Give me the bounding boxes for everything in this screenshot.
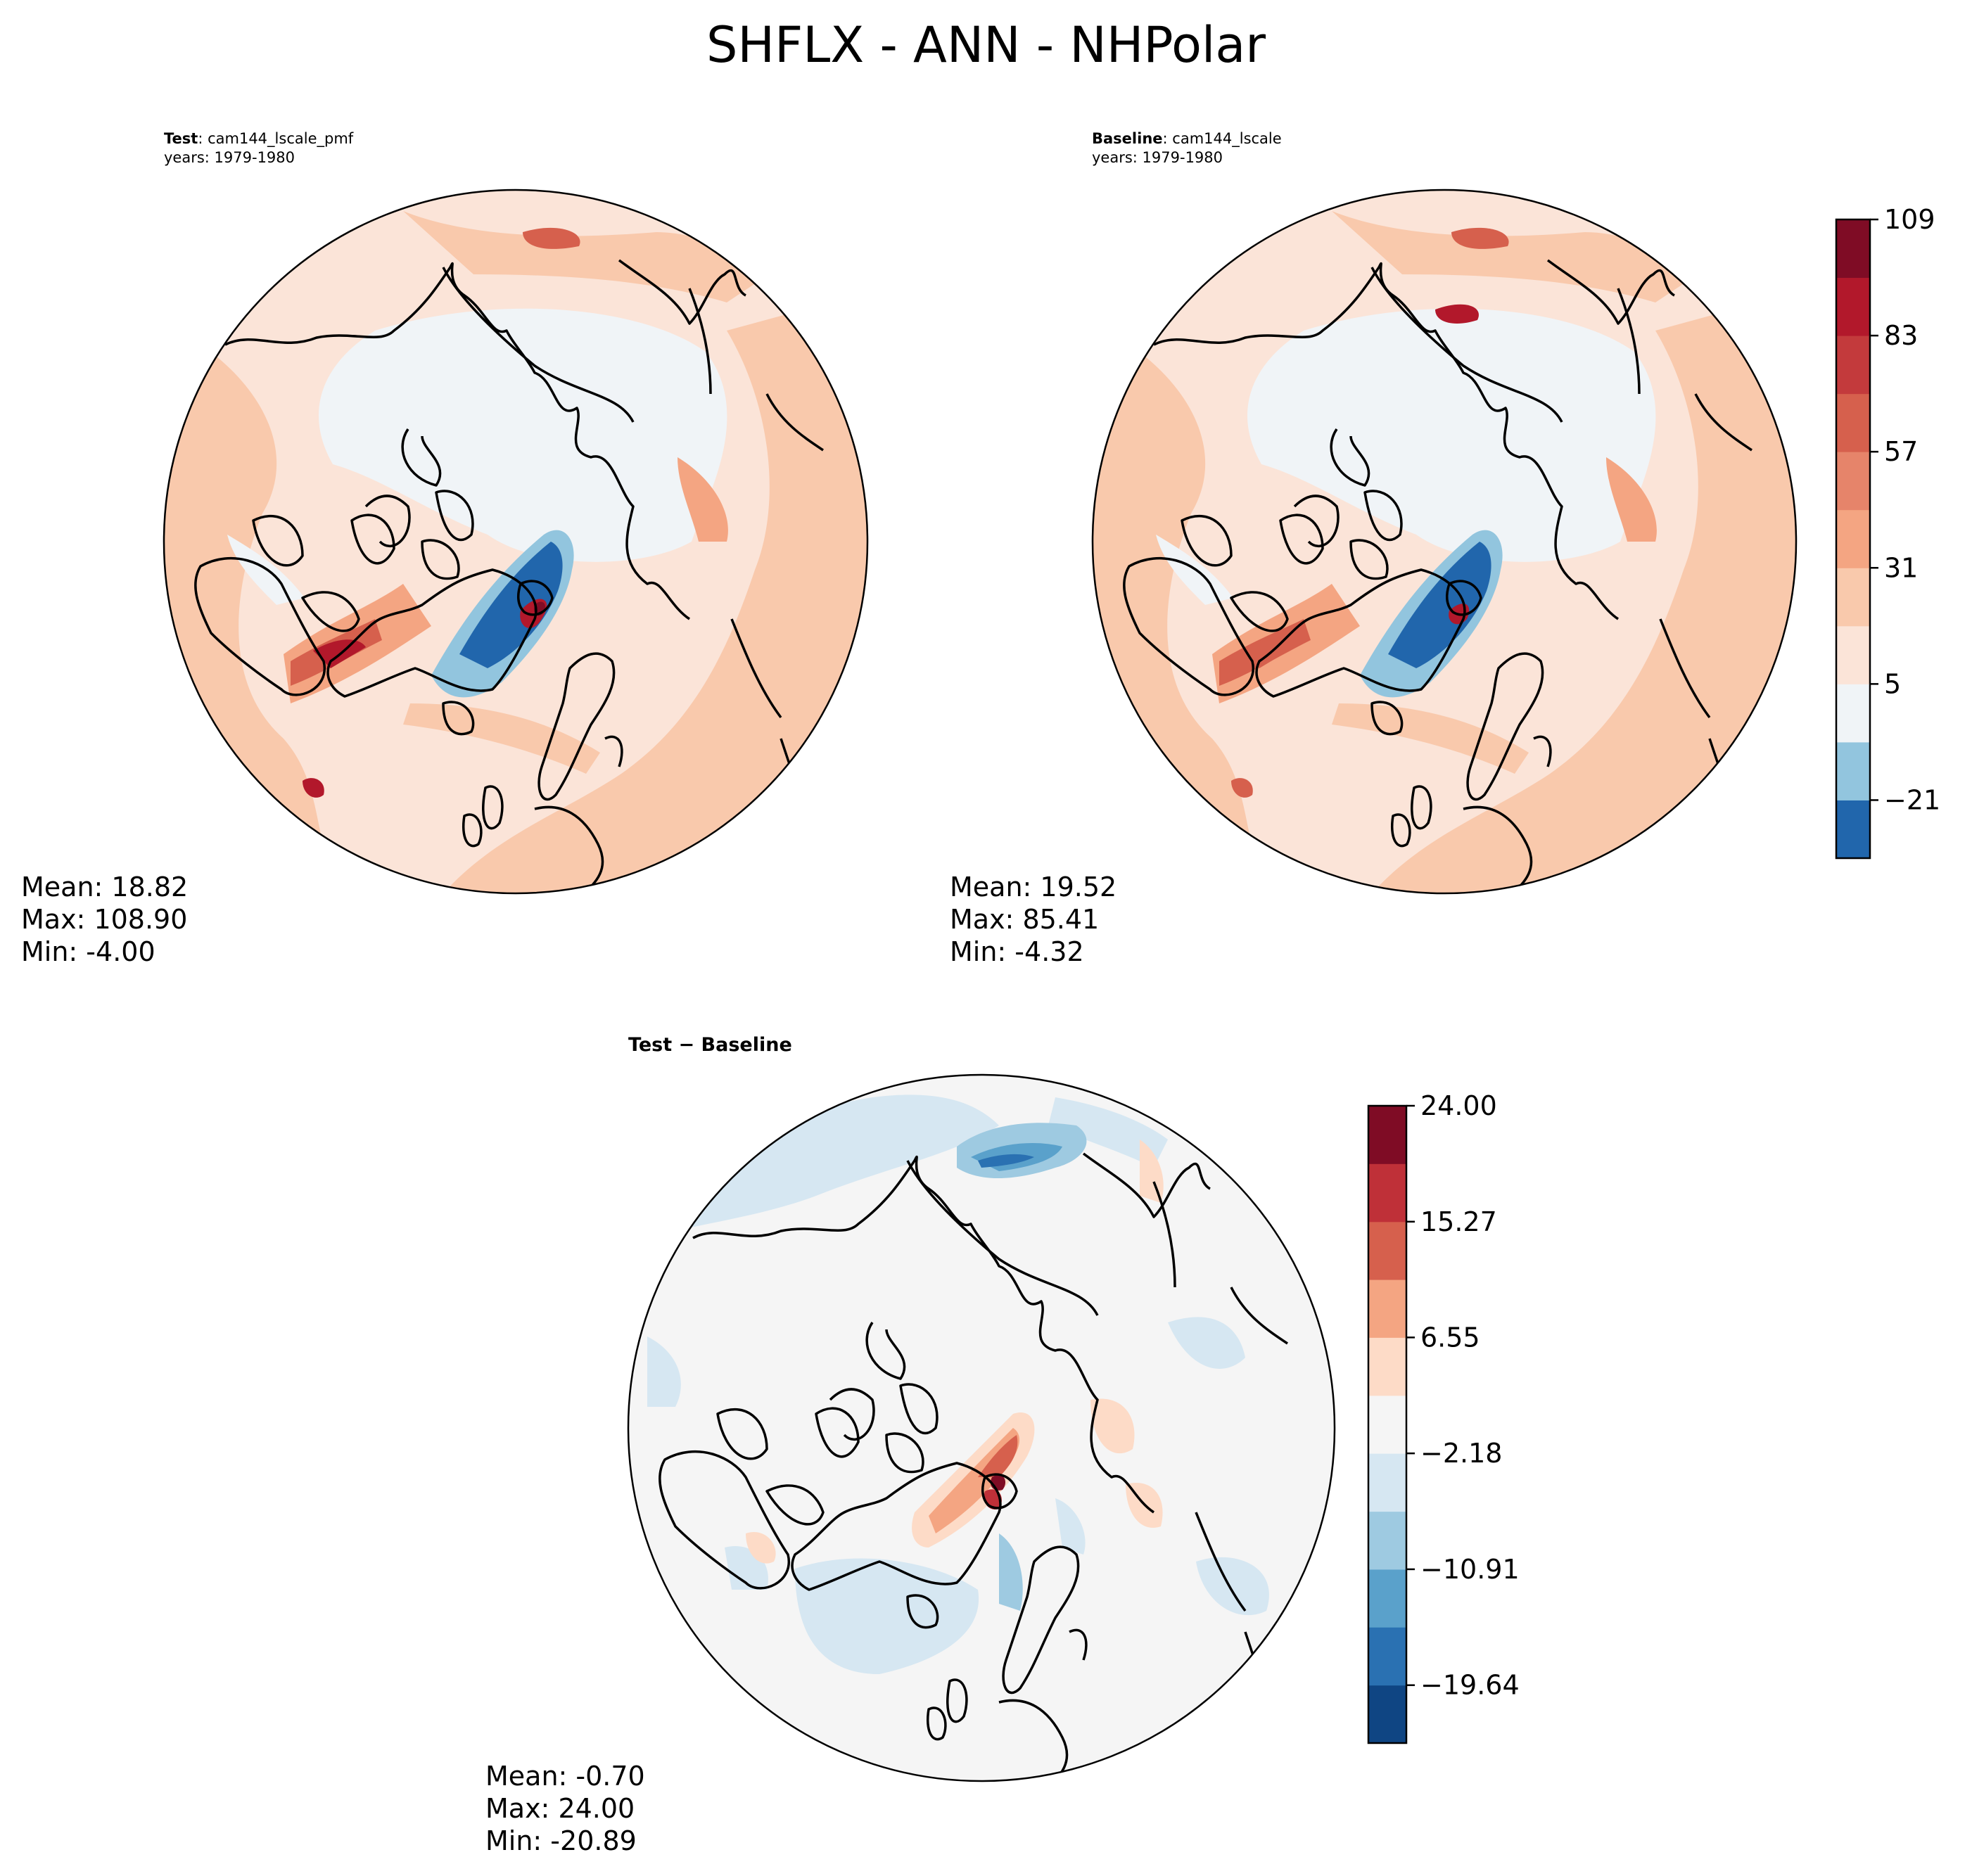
colorbar-absolute-tick-label: 5 xyxy=(1884,668,1901,699)
colorbar-absolute-segment xyxy=(1836,452,1870,511)
colorbar-absolute-segment xyxy=(1836,800,1870,859)
colorbar-difference-segment xyxy=(1368,1280,1406,1338)
baseline-stats: Mean: 19.52 Max: 85.41 Min: -4.32 xyxy=(950,871,1117,968)
diff-min: Min: -20.89 xyxy=(485,1825,637,1856)
baseline-panel-header: Baseline: cam144_lscale years: 1979-1980 xyxy=(1092,130,1282,166)
colorbar-absolute-segment xyxy=(1836,336,1870,395)
baseline-mean: Mean: 19.52 xyxy=(950,872,1117,902)
colorbar-absolute-segment xyxy=(1836,568,1870,627)
colorbar-absolute-tick-label: 31 xyxy=(1884,552,1918,583)
colorbar-absolute-tick-label: 83 xyxy=(1884,320,1918,351)
colorbar-difference-frame xyxy=(1367,1104,1408,1744)
colorbar-difference-segment xyxy=(1368,1221,1406,1280)
colorbar-difference-segment xyxy=(1368,1453,1406,1512)
colorbar-absolute-frame xyxy=(1835,218,1871,860)
diff-map xyxy=(627,1073,1336,1782)
test-max: Max: 108.90 xyxy=(21,904,188,935)
colorbar-absolute-segment xyxy=(1836,741,1870,800)
colorbar-difference-tick-label: −10.91 xyxy=(1420,1554,1520,1585)
baseline-years-label: years: 1979-1980 xyxy=(1092,149,1223,166)
test-case-name: cam144_lscale_pmf xyxy=(208,130,354,147)
colorbar-difference-segment xyxy=(1368,1337,1406,1396)
colorbar-absolute-segment xyxy=(1836,219,1870,279)
diff-stats: Mean: -0.70 Max: 24.00 Min: -20.89 xyxy=(485,1760,645,1857)
colorbar-difference-segment xyxy=(1368,1163,1406,1223)
colorbar-absolute-segment xyxy=(1836,509,1870,568)
test-stats: Mean: 18.82 Max: 108.90 Min: -4.00 xyxy=(21,871,188,968)
colorbar-absolute-segment xyxy=(1836,625,1870,684)
test-mean: Mean: 18.82 xyxy=(21,872,189,902)
colorbar-absolute-segment xyxy=(1836,393,1870,452)
figure-title: SHFLX - ANN - NHPolar xyxy=(706,16,1266,74)
diff-panel-label: Test − Baseline xyxy=(628,1034,792,1056)
colorbar-difference-segment xyxy=(1368,1106,1406,1164)
colorbar-difference-segment xyxy=(1368,1627,1406,1686)
colorbar-absolute-tick-label: −21 xyxy=(1884,784,1940,815)
colorbar-difference: 24.00 15.27 6.55 −2.18 −10.91 −19.64 xyxy=(1367,1090,1520,1744)
diff-mean: Mean: -0.70 xyxy=(485,1761,645,1792)
test-panel-label: Test xyxy=(164,130,198,147)
colorbar-difference-tick-label: −2.18 xyxy=(1420,1438,1502,1469)
colorbar-difference-segment xyxy=(1368,1569,1406,1628)
colorbar-difference-tick-label: −19.64 xyxy=(1420,1670,1520,1701)
baseline-max: Max: 85.41 xyxy=(950,904,1100,935)
test-min: Min: -4.00 xyxy=(21,936,155,967)
colorbar-absolute-tick-label: 109 xyxy=(1884,204,1935,235)
colorbar-absolute: −21 5 31 57 83 109 xyxy=(1835,204,1940,860)
colorbar-difference-segment xyxy=(1368,1395,1406,1454)
colorbar-absolute-segment xyxy=(1836,277,1870,336)
colorbar-difference-tick-label: 6.55 xyxy=(1420,1322,1480,1353)
colorbar-absolute-segment xyxy=(1836,684,1870,743)
colorbar-difference-segment xyxy=(1368,1685,1406,1744)
baseline-min: Min: -4.32 xyxy=(950,936,1084,967)
colorbar-difference-segment xyxy=(1368,1511,1406,1570)
diff-panel-header: Test − Baseline xyxy=(628,1035,792,1054)
colorbar-difference-tick-label: 24.00 xyxy=(1420,1090,1497,1121)
baseline-panel-label: Baseline xyxy=(1092,130,1163,147)
diff-max: Max: 24.00 xyxy=(485,1793,635,1824)
baseline-case-name: cam144_lscale xyxy=(1172,130,1282,147)
colorbar-absolute-tick-label: 57 xyxy=(1884,436,1918,467)
colorbar-difference-tick-label: 15.27 xyxy=(1420,1206,1497,1237)
test-years-label: years: 1979-1980 xyxy=(164,149,295,166)
test-map xyxy=(163,189,869,895)
baseline-map xyxy=(1091,189,1798,895)
test-panel-header: Test: cam144_lscale_pmf years: 1979-1980 xyxy=(164,130,354,166)
